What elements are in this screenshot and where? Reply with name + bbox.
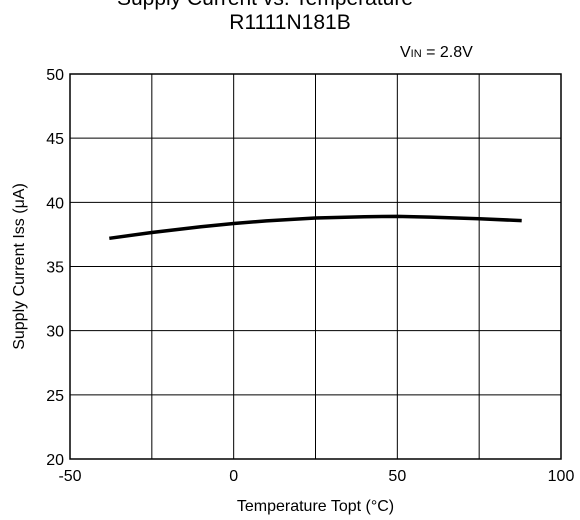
- condition-value: = 2.8V: [421, 44, 473, 61]
- y-tick-label: 40: [46, 195, 64, 212]
- x-axis-label: Temperature Topt (°C): [237, 498, 394, 515]
- y-axis-label: Supply Current Iss (μA): [11, 183, 28, 350]
- y-tick-label: 25: [46, 388, 64, 405]
- test-condition-label: VIN = 2.8V: [400, 44, 473, 62]
- x-tick-labels: -50 0 50 100: [58, 468, 574, 485]
- y-tick-label: 30: [46, 324, 64, 341]
- y-tick-label: 50: [46, 67, 64, 84]
- x-tick-label: 50: [388, 468, 406, 485]
- grid-lines: [69, 73, 562, 460]
- chart-subtitle: R1111N181B: [229, 11, 351, 34]
- x-tick-label: 100: [548, 468, 575, 485]
- y-tick-label: 45: [46, 131, 64, 148]
- chart-title: Supply Current vs. Temperature: [0, 0, 555, 11]
- condition-prefix: V: [400, 44, 411, 61]
- x-tick-label: 0: [229, 468, 238, 485]
- x-tick-label: -50: [58, 468, 81, 485]
- supply-current-curve: [109, 214, 522, 241]
- condition-subscript: IN: [410, 48, 422, 60]
- y-tick-label: 35: [46, 260, 64, 277]
- y-tick-labels: 20 25 30 35 40 45 50: [46, 67, 64, 469]
- plot-frame: [69, 73, 562, 460]
- y-tick-label: 20: [46, 452, 64, 469]
